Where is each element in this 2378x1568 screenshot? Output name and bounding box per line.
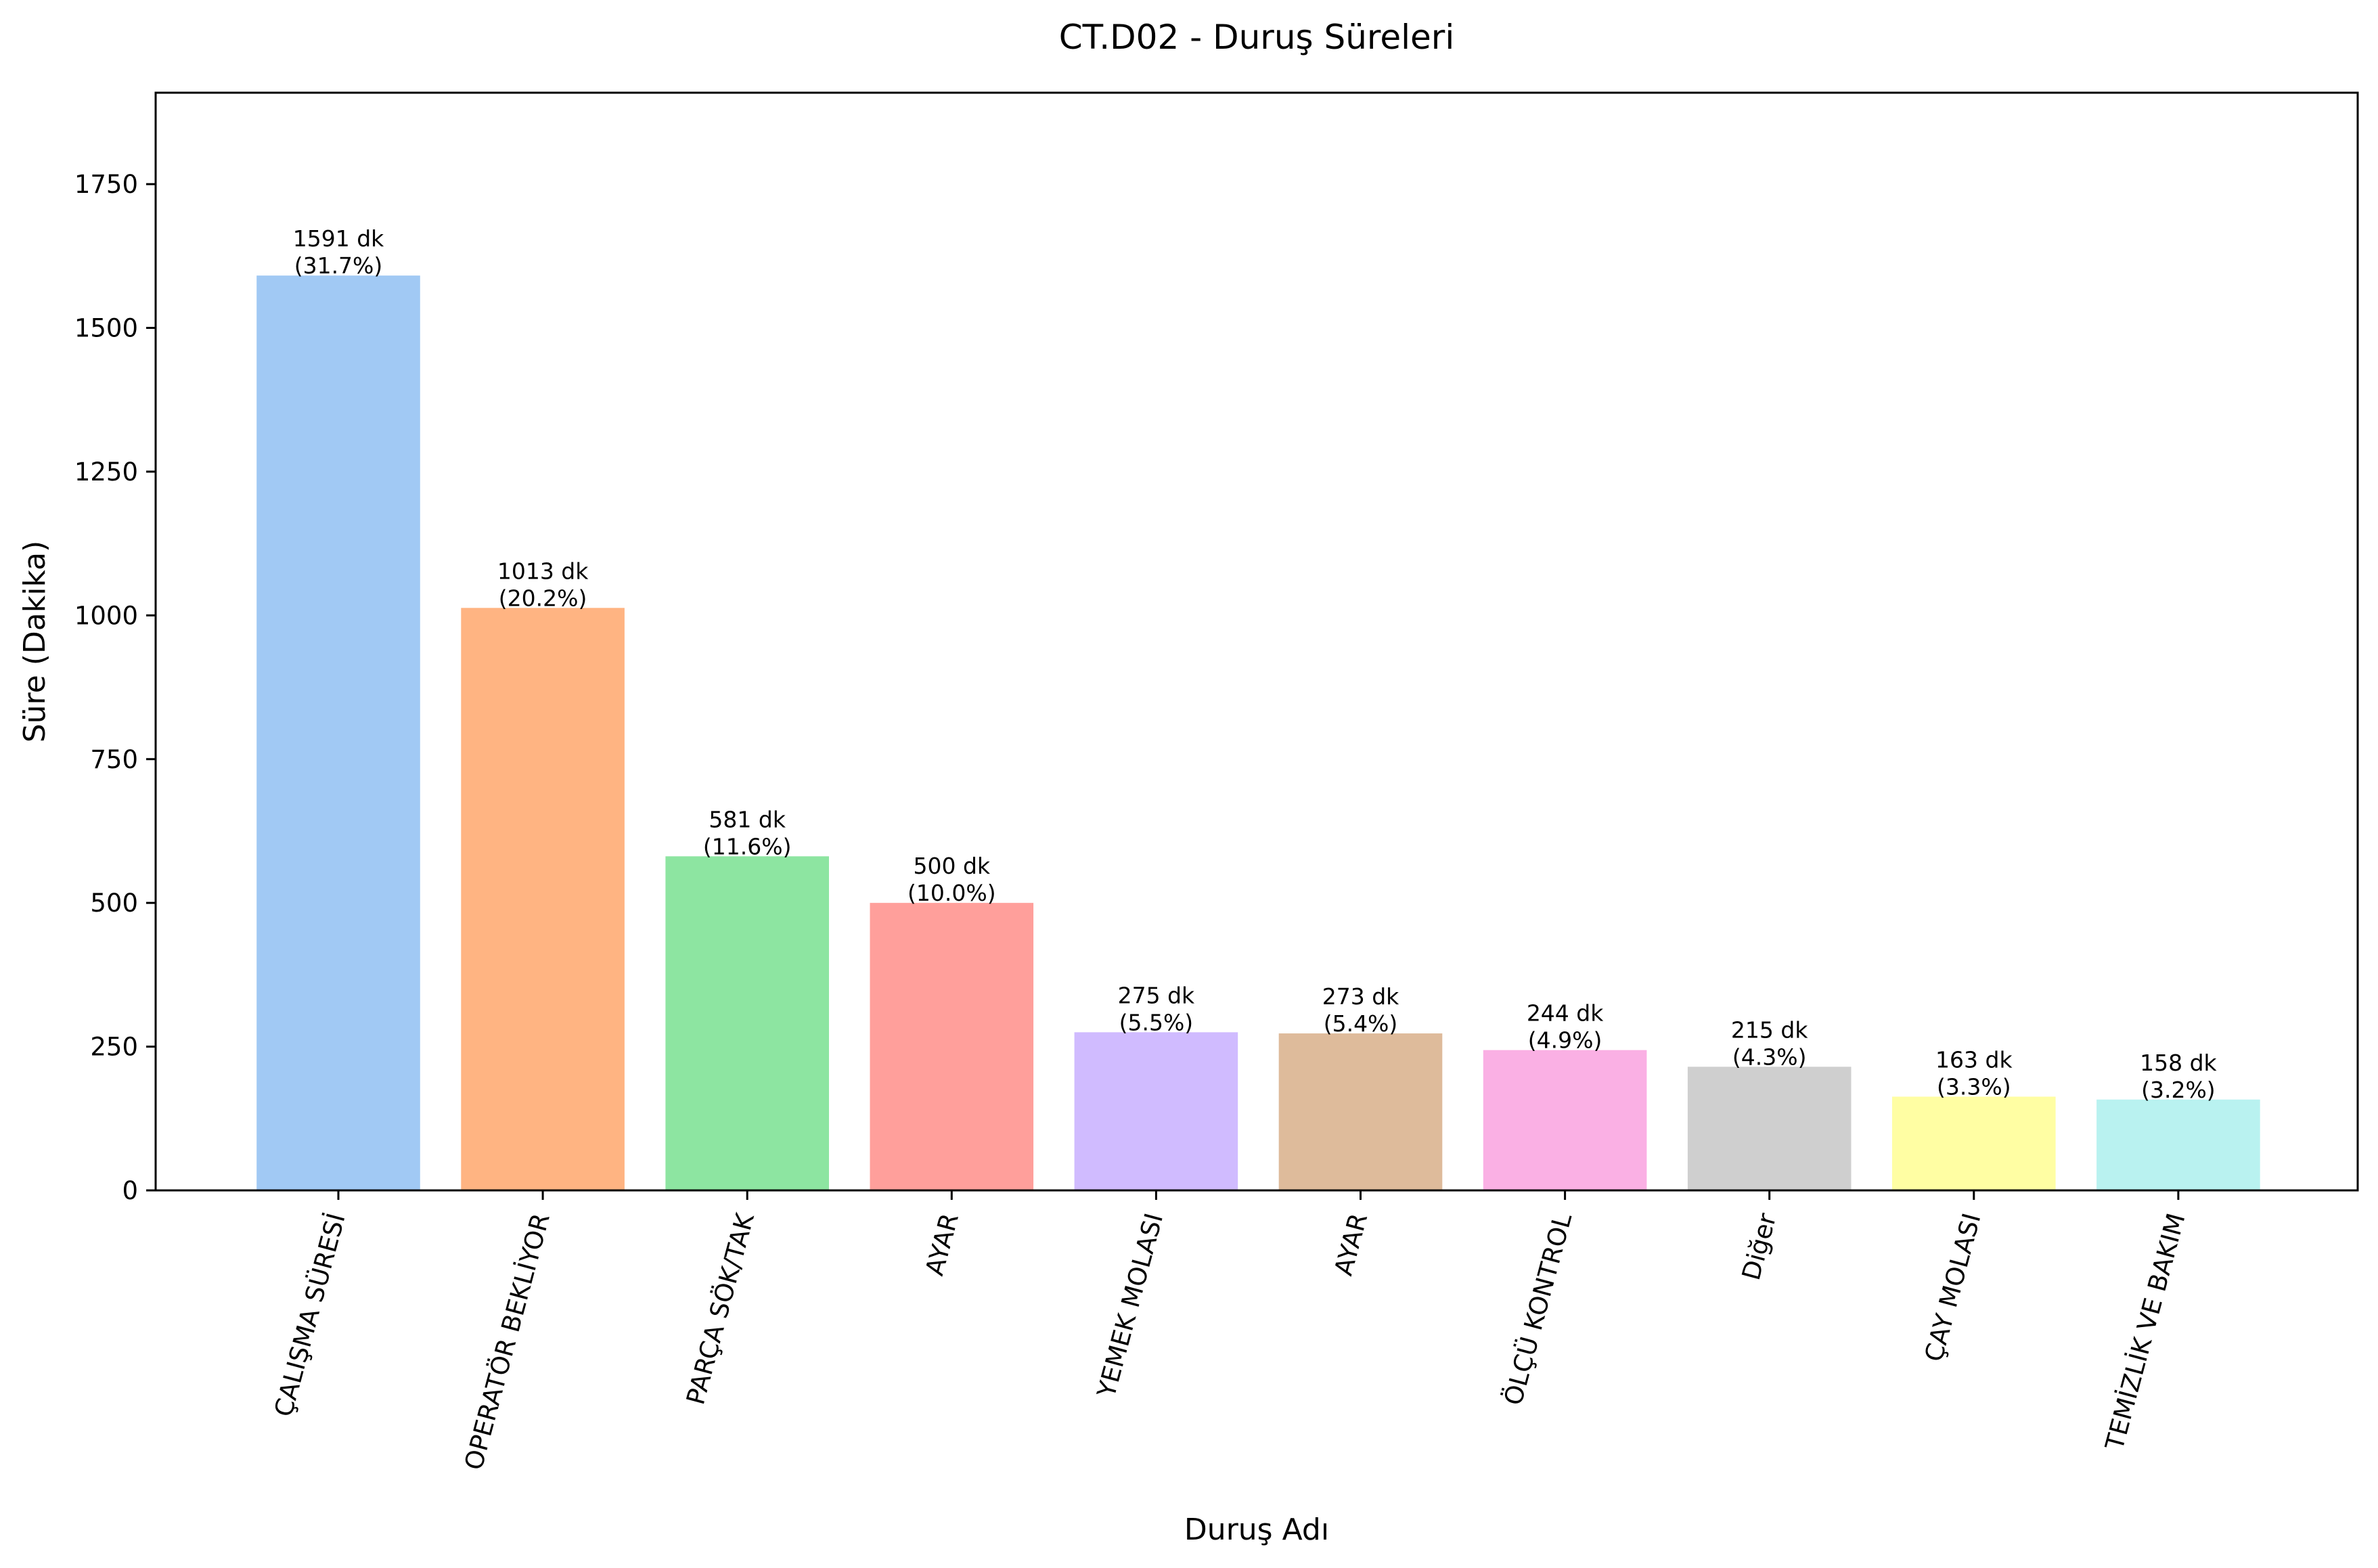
bar [665,856,829,1190]
bar-value-label: 244 dk [1527,1000,1604,1027]
y-tick-label: 750 [90,745,138,774]
bars [256,275,2260,1191]
x-axis-label: Duruş Adı [1184,1513,1329,1547]
x-tick-label: AYAR [1329,1210,1374,1278]
bar-percent-label: (31.7%) [294,252,383,279]
bar-percent-label: (10.0%) [907,880,996,906]
chart-title: CT.D02 - Duruş Süreleri [1059,18,1455,57]
bar [461,608,625,1190]
bar-percent-label: (3.2%) [2141,1077,2216,1103]
y-tick-label: 250 [90,1033,138,1062]
bar [2096,1099,2260,1190]
y-axis: 0 250 500 750 1000 1250 1500 1750 [74,170,156,1205]
plot-frame [154,91,2359,1192]
bar [1074,1032,1238,1190]
bar-value-label: 215 dk [1731,1016,1808,1043]
bar-value-label: 1591 dk [293,225,384,252]
bar-percent-label: (4.3%) [1732,1044,1807,1070]
bar-labels: 1591 dk(31.7%) 1013 dk(20.2%) 581 dk(11.6%… [293,225,2218,1103]
x-tick-label: ÇAY MOLASI [1919,1210,1987,1364]
bar-percent-label: (20.2%) [499,585,587,611]
x-tick-label: YEMEK MOLASI [1092,1210,1169,1401]
bar-percent-label: (5.4%) [1324,1010,1398,1037]
bar-value-label: 273 dk [1322,983,1399,1010]
bar [870,903,1034,1190]
x-tick-label: Diğer [1736,1209,1782,1283]
bar-value-label: 1013 dk [497,558,589,584]
x-tick-label: ÇALIŞMA SÜRESİ [269,1210,351,1420]
bar [1687,1067,1852,1190]
y-tick-label: 1250 [74,457,138,487]
bar-percent-label: (4.9%) [1528,1027,1602,1054]
bar [1483,1050,1647,1190]
x-axis: ÇALIŞMA SÜRESİ OPERATÖR BEKLİYOR PARÇA SÖK… [269,1190,2191,1473]
y-tick-label: 0 [122,1176,138,1205]
bar [256,275,420,1191]
bar-value-label: 163 dk [1935,1047,2013,1073]
bar [1278,1033,1443,1190]
x-tick-label: PARÇA SÖK/TAK [681,1209,760,1408]
bar-value-label: 500 dk [914,853,991,879]
bar-value-label: 581 dk [709,806,786,832]
x-tick-label: ÖLÇÜ KONTROL [1498,1210,1577,1408]
y-tick-label: 500 [90,889,138,918]
bar-value-label: 158 dk [2140,1050,2217,1076]
bar-percent-label: (11.6%) [703,833,792,859]
y-tick-label: 1750 [74,170,138,199]
bar-percent-label: (3.3%) [1937,1074,2011,1100]
bar-value-label: 275 dk [1118,982,1195,1008]
x-tick-label: AYAR [920,1210,964,1278]
bar [1892,1096,2056,1190]
x-tick-label: TEMİZLİK VE BAKIM [2100,1210,2191,1454]
y-axis-label: Süre (Dakika) [18,541,52,743]
x-tick-label: OPERATÖR BEKLİYOR [459,1210,556,1473]
bar-percent-label: (5.5%) [1119,1009,1194,1035]
y-tick-label: 1000 [74,601,138,630]
y-tick-label: 1500 [74,314,138,343]
